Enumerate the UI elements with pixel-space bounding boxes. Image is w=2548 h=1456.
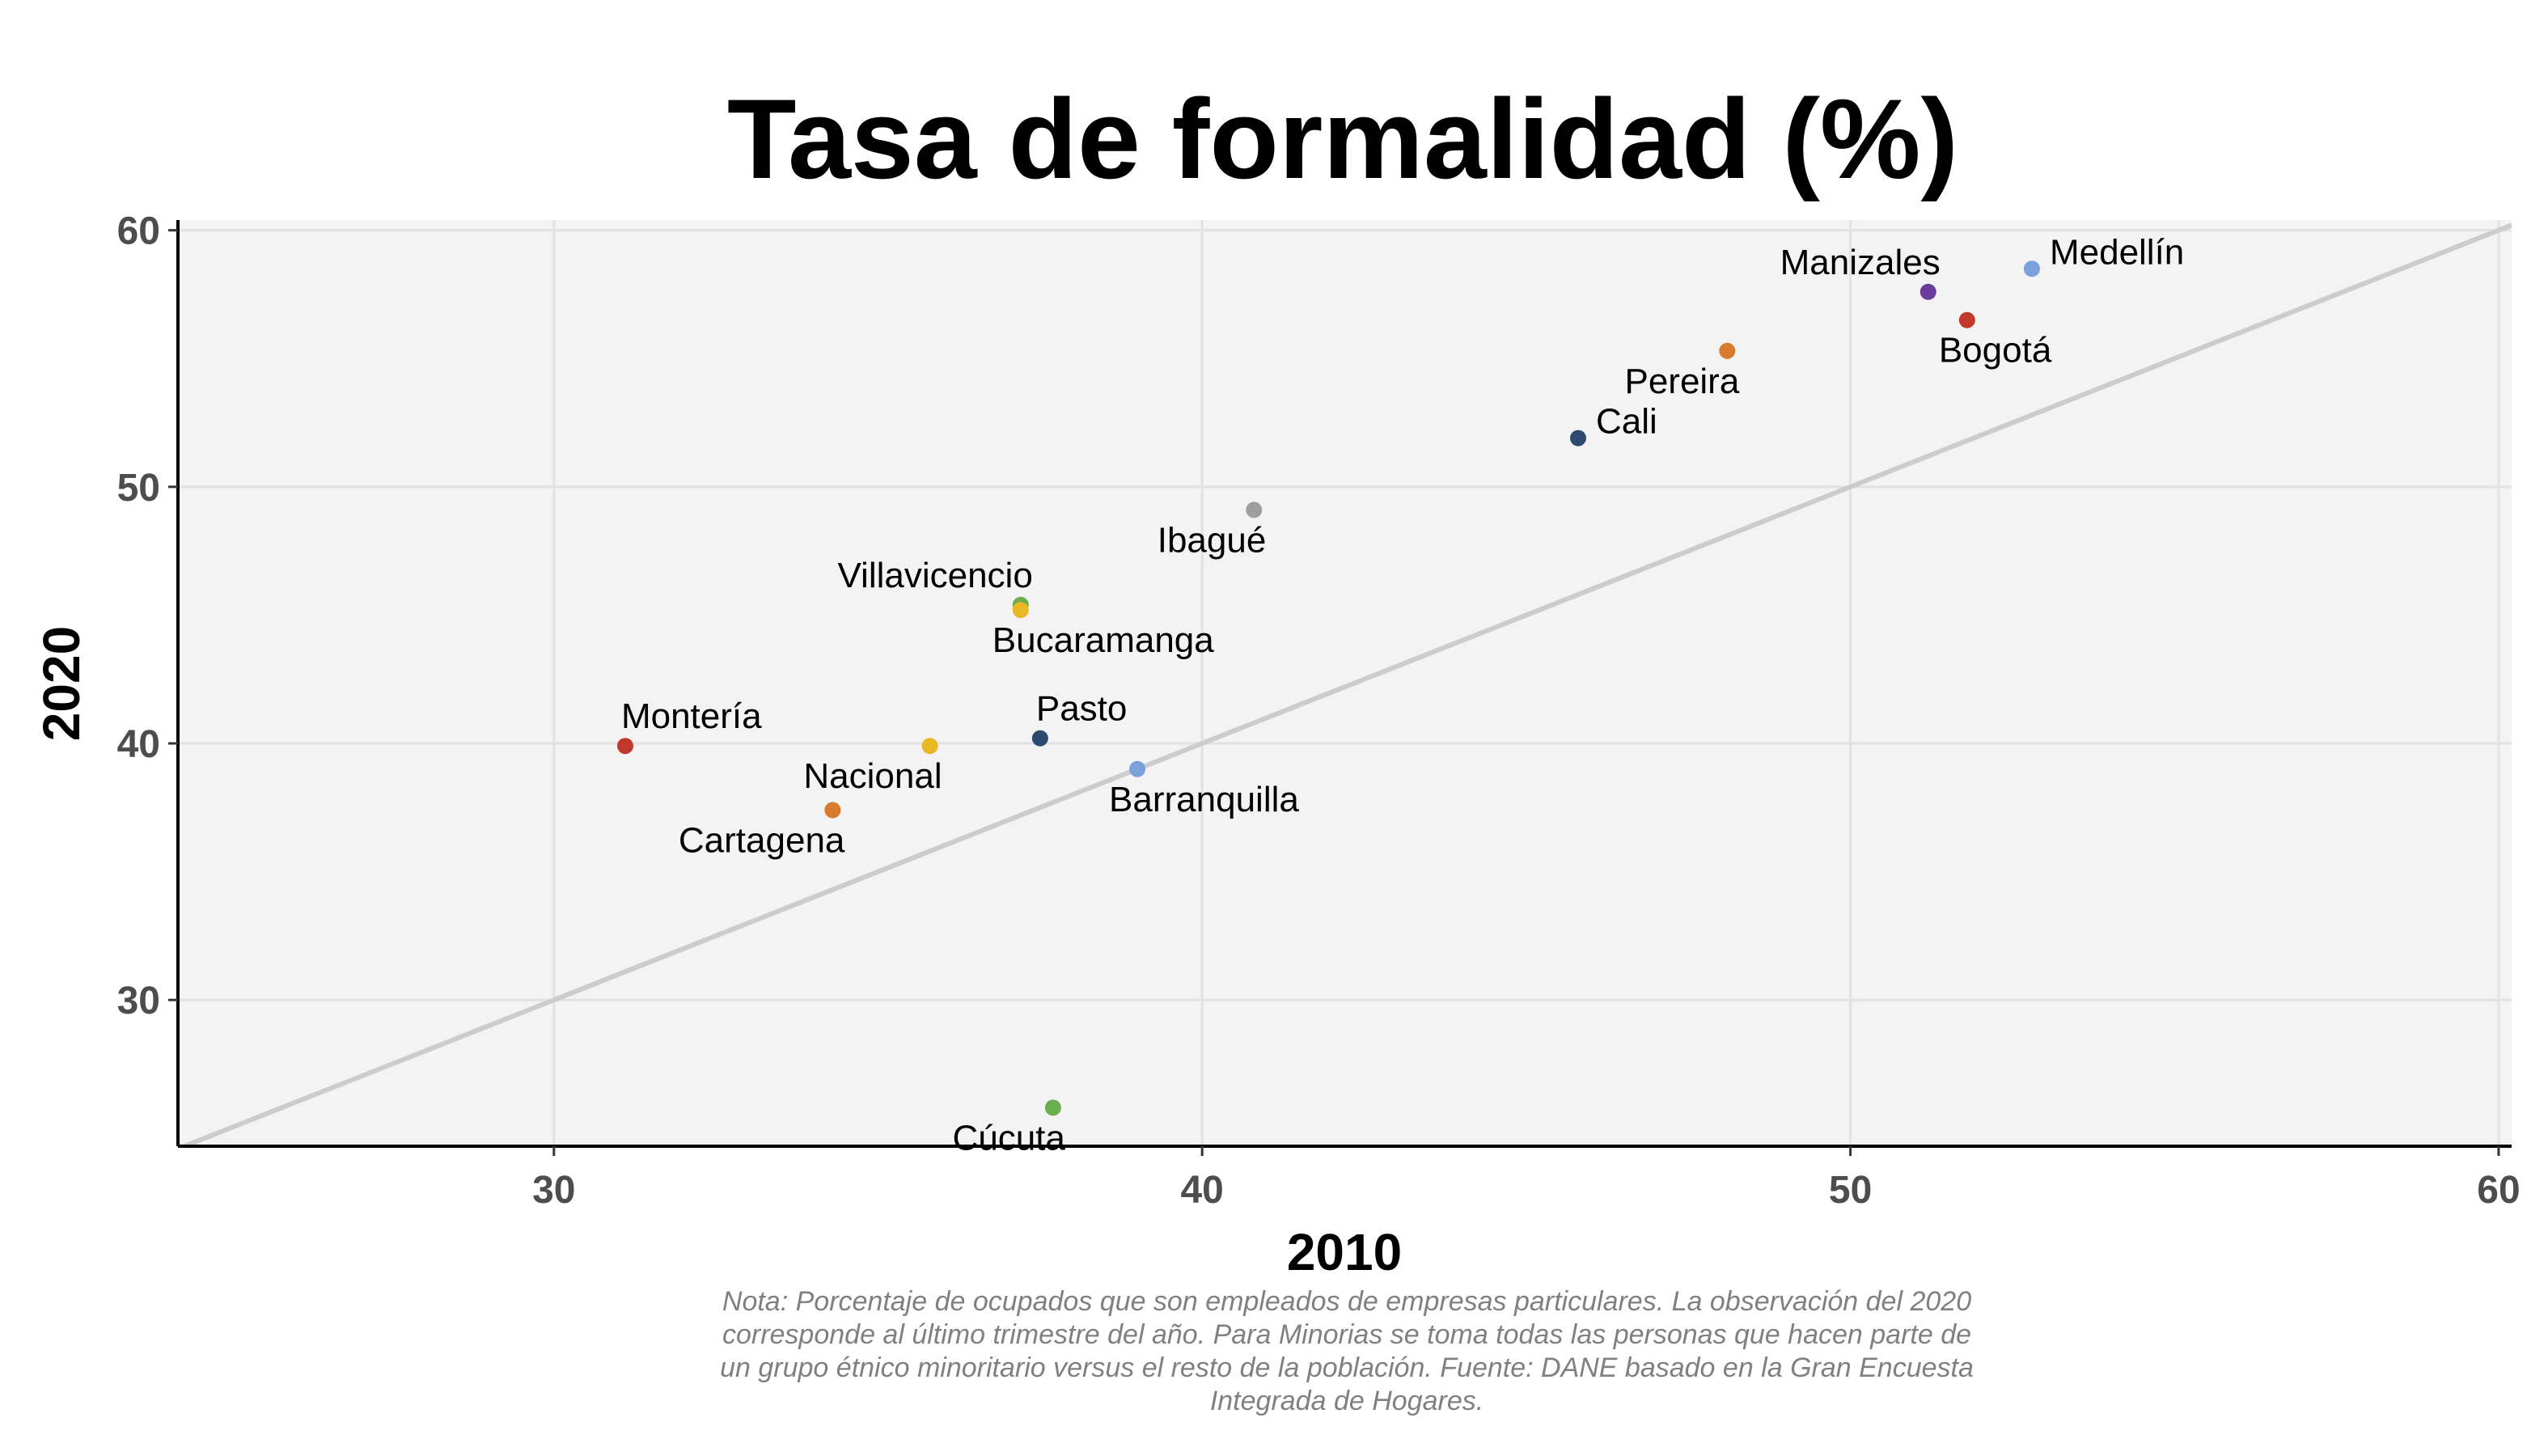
data-point: [616, 738, 633, 755]
axis-ticks: 30 40 50 60 30 40 50 60: [117, 210, 2520, 1212]
note-line: Integrada de Hogares.: [1210, 1386, 1484, 1416]
data-point: [1044, 1099, 1061, 1116]
y-axis-title: 2020: [32, 626, 91, 741]
x-tick-label: 40: [1180, 1169, 1223, 1212]
x-tick-label: 50: [1829, 1169, 1872, 1212]
data-point: [1246, 502, 1263, 518]
point-label: Cúcuta: [952, 1118, 1065, 1158]
data-point: [2023, 260, 2040, 277]
axes: [176, 220, 2512, 1148]
identity-line: [183, 222, 2513, 1149]
y-tick-label: 60: [117, 210, 160, 253]
point-label: Montería: [621, 696, 762, 736]
data-point: [824, 802, 841, 819]
data-point: [1919, 283, 1936, 300]
data-point: [1012, 602, 1029, 619]
data-points: [616, 260, 2040, 1116]
note-line: un grupo étnico minoritario versus el re…: [720, 1352, 1974, 1383]
data-point: [921, 738, 938, 755]
point-label: Medellín: [2050, 232, 2184, 272]
y-tick-label: 50: [117, 467, 160, 510]
chart-title: Tasa de formalidad (%): [727, 75, 1958, 202]
data-point: [1129, 760, 1146, 777]
point-label: Bogotá: [1939, 331, 2052, 370]
data-point: [1570, 430, 1586, 447]
grid-lines: [178, 220, 2512, 1146]
point-label: Bucaramanga: [993, 620, 1214, 660]
x-axis-title: 2010: [1287, 1223, 1402, 1281]
x-tick-label: 60: [2477, 1169, 2520, 1212]
x-tick-label: 30: [532, 1169, 575, 1212]
note-line: corresponde al último trimestre del año.…: [722, 1319, 1971, 1350]
note-line: Nota: Porcentaje de ocupados que son emp…: [722, 1286, 1971, 1317]
data-point: [1958, 311, 1975, 328]
point-label: Cartagena: [679, 821, 845, 861]
data-point: [1031, 730, 1048, 747]
point-label: Ibagué: [1158, 520, 1267, 560]
identity-line-path: [183, 222, 2513, 1149]
data-point: [1719, 342, 1736, 359]
y-tick-label: 30: [117, 980, 160, 1022]
point-label: Pereira: [1624, 362, 1739, 401]
point-label: Villavicencio: [837, 556, 1032, 595]
point-label: Nacional: [803, 756, 942, 796]
point-label: Cali: [1596, 402, 1657, 442]
point-label: Barranquilla: [1109, 780, 1299, 819]
y-tick-label: 40: [117, 723, 160, 766]
plot-panel: [178, 220, 2512, 1146]
point-label: Pasto: [1036, 689, 1128, 729]
point-label: Manizales: [1780, 243, 1941, 282]
chart-note: Nota: Porcentaje de ocupados que son emp…: [720, 1286, 1974, 1416]
